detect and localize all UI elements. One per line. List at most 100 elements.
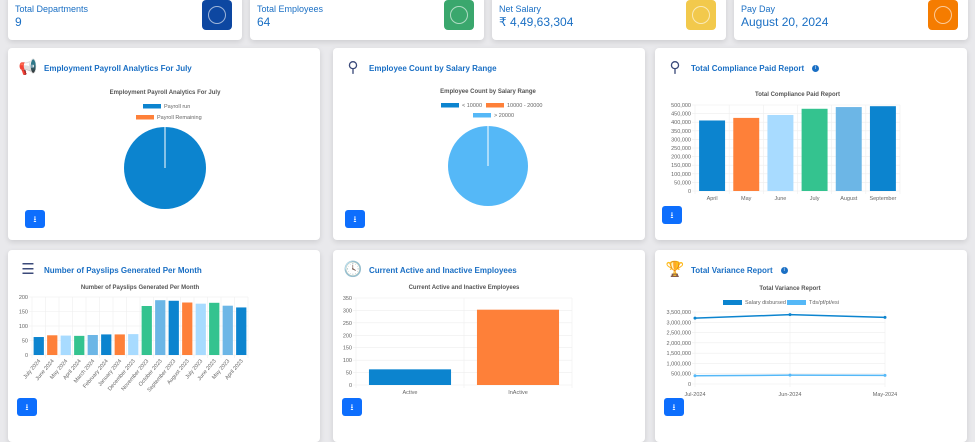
bar: [767, 114, 794, 191]
card-title: Employee Count by Salary Range: [369, 63, 497, 73]
bar: [801, 108, 828, 191]
active-bar-chart: Current Active and Inactive Employees 0 50…: [343, 285, 573, 396]
x-tick-label: May-2024: [873, 392, 897, 398]
y-tick-label: 200: [343, 333, 352, 339]
stat-card-departments[interactable]: Total Departments 9: [8, 0, 242, 40]
x-tick-label: July: [810, 196, 820, 202]
bar: [476, 309, 560, 385]
stat-value: 64: [257, 15, 271, 29]
x-tick-label: September: [869, 196, 896, 202]
y-tick-label: 50: [346, 371, 352, 377]
download-button[interactable]: ⭳: [345, 210, 365, 228]
bar: [835, 107, 862, 191]
stat-value: ₹ 4,49,63,304: [499, 15, 574, 29]
card-title: Total Variance Report: [691, 265, 773, 275]
y-tick-label: 150,000: [671, 163, 691, 169]
y-tick-label: 500,000: [671, 372, 691, 378]
megaphone-icon: 📢: [18, 59, 38, 76]
bar: [128, 334, 139, 355]
legend-swatch: [787, 300, 806, 305]
chart-title: Total Variance Report: [759, 286, 820, 292]
y-tick-label: 350: [343, 296, 352, 302]
y-tick-label: 400,000: [671, 120, 691, 126]
payslips-bar-chart: Number of Payslips Generated Per Month 0 5…: [19, 285, 249, 393]
y-tick-label: 150: [343, 346, 352, 352]
bar: [60, 335, 71, 355]
y-tick-label: 0: [25, 353, 28, 359]
y-tick-label: 200,000: [671, 155, 691, 161]
y-tick-label: 3,500,000: [667, 310, 691, 316]
y-tick-label: 1,500,000: [667, 351, 691, 357]
x-tick-label: Jun-2024: [779, 392, 802, 398]
stat-label: Pay Day: [741, 4, 776, 14]
y-tick-label: 500,000: [671, 103, 691, 109]
bar: [869, 106, 896, 191]
bar: [209, 302, 220, 355]
download-button[interactable]: ⭳: [25, 210, 45, 228]
bar: [182, 302, 193, 355]
stat-card-pay-day[interactable]: Pay Day August 20, 2024: [734, 0, 968, 40]
data-point: [788, 373, 792, 377]
compliance-bar-chart: Total Compliance Paid Report 0 50,000 100,0…: [671, 92, 901, 202]
data-point: [693, 374, 697, 378]
y-tick-label: 150: [19, 310, 28, 316]
stat-card-net-salary[interactable]: Net Salary ₹ 4,49,63,304: [492, 0, 726, 40]
data-point: [883, 315, 887, 319]
stat-value: 9: [15, 15, 22, 29]
card-title: Number of Payslips Generated Per Month: [44, 265, 202, 275]
calendar-icon: [928, 0, 958, 30]
chart-title: Employee Count by Salary Range: [440, 89, 536, 95]
legend-label: Payroll Remaining: [157, 115, 202, 121]
bar: [368, 369, 452, 385]
stat-value: August 20, 2024: [741, 15, 829, 29]
bar: [222, 305, 233, 355]
legend-swatch: [723, 300, 742, 305]
card-title: Total Compliance Paid Report: [691, 63, 805, 73]
list-icon: ☰: [21, 261, 35, 278]
legend-label: Salary disbursed: [745, 300, 786, 306]
clock-icon: 🕓: [343, 261, 363, 278]
money-icon: [686, 0, 716, 30]
card-payslips: Number of Payslips Generated Per Month 0 5…: [8, 250, 320, 442]
stat-card-employees[interactable]: Total Employees 64: [250, 0, 484, 40]
legend-swatch: [473, 113, 491, 118]
bar: [168, 300, 179, 355]
trophy-icon: 🏆: [665, 261, 685, 278]
bar: [114, 334, 125, 355]
bar: [101, 334, 112, 355]
chart-title: Total Compliance Paid Report: [755, 92, 840, 98]
legend-label: Payroll run: [164, 104, 190, 110]
bar: [195, 303, 206, 355]
y-tick-label: 300,000: [671, 137, 691, 143]
chart-title: Number of Payslips Generated Per Month: [81, 285, 200, 291]
card-title: Current Active and Inactive Employees: [369, 265, 517, 275]
chart-title: Current Active and Inactive Employees: [409, 285, 520, 291]
legend-label: < 10000: [462, 103, 482, 109]
y-tick-label: 250,000: [671, 146, 691, 152]
info-icon[interactable]: i: [812, 64, 820, 72]
y-tick-label: 0: [688, 189, 691, 195]
legend-swatch: [143, 104, 161, 109]
data-point: [693, 316, 697, 320]
y-tick-label: 100,000: [671, 172, 691, 178]
y-tick-label: 50: [22, 339, 28, 345]
y-tick-label: 100: [343, 358, 352, 364]
chart-title: Employment Payroll Analytics For July: [110, 90, 221, 96]
y-tick-label: 2,500,000: [667, 331, 691, 337]
card-compliance: Total Compliance Paid Report 0 50,000 100,0…: [655, 48, 967, 240]
user-search-icon: ⚲: [669, 59, 681, 76]
x-tick-label: Jul-2024: [684, 392, 705, 398]
y-tick-label: 1,000,000: [667, 361, 691, 367]
x-tick-label: InActive: [508, 390, 528, 396]
payroll-pie-chart: Employment Payroll Analytics For July Pay…: [110, 90, 221, 209]
bar: [74, 335, 85, 355]
info-icon[interactable]: i: [780, 266, 788, 274]
y-tick-label: 250: [343, 321, 352, 327]
bar: [699, 120, 726, 191]
card-payroll: Employment Payroll Analytics For July Pay…: [8, 48, 320, 240]
download-button[interactable]: ⭳: [662, 206, 682, 224]
y-tick-label: 100: [19, 324, 28, 330]
card-title: Employment Payroll Analytics For July: [44, 63, 192, 73]
bar: [87, 334, 98, 355]
y-tick-label: 2,000,000: [667, 341, 691, 347]
